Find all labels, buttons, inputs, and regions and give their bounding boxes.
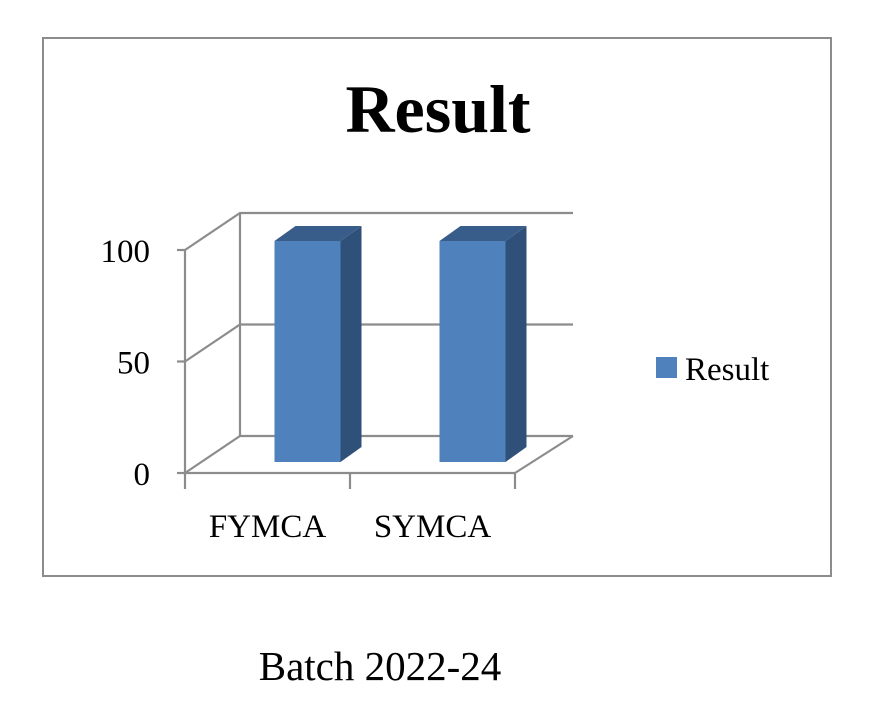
- bar-front: [274, 241, 341, 462]
- x-tick-label: FYMCA: [209, 509, 327, 545]
- chart-title: Result: [345, 71, 530, 147]
- bar-side: [340, 226, 362, 462]
- bar: [439, 226, 527, 462]
- y-tick-label: 0: [134, 457, 151, 493]
- y-tick-label: 50: [117, 346, 150, 382]
- chart-frame: [42, 37, 832, 577]
- y-tick-label: 100: [101, 234, 151, 270]
- bar-front: [439, 241, 506, 462]
- bar: [274, 226, 362, 462]
- bar-side: [505, 226, 527, 462]
- bar-top: [439, 226, 527, 241]
- x-axis: FYMCA SYMCA: [183, 473, 517, 545]
- batch-caption: Batch 2022-24: [258, 643, 502, 689]
- floor-side-edge: [514, 435, 574, 474]
- bar-top: [274, 226, 362, 241]
- legend-swatch: [656, 357, 677, 378]
- legend-label: Result: [685, 352, 769, 388]
- legend: Result: [656, 352, 769, 388]
- x-tick-label: SYMCA: [374, 509, 492, 545]
- chart-bars: [274, 226, 527, 462]
- y-axis: 0 50 100: [101, 234, 185, 493]
